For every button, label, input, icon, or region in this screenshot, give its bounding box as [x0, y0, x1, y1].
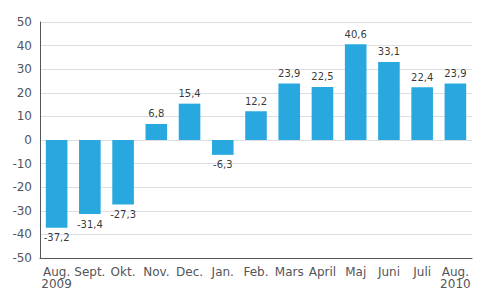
svg-text:Nov.: Nov. — [143, 265, 169, 279]
svg-text:Sept.: Sept. — [74, 265, 105, 279]
svg-text:50: 50 — [17, 15, 32, 29]
svg-text:Maj: Maj — [345, 265, 366, 279]
svg-text:-30: -30 — [12, 204, 32, 218]
svg-text:30: 30 — [17, 62, 32, 76]
svg-text:20: 20 — [17, 86, 32, 100]
svg-text:22,5: 22,5 — [311, 71, 333, 82]
svg-text:Juli: Juli — [412, 265, 431, 279]
svg-text:-40: -40 — [12, 227, 32, 241]
svg-text:-31,4: -31,4 — [77, 219, 103, 230]
svg-text:Feb.: Feb. — [243, 265, 268, 279]
svg-text:0: 0 — [24, 133, 32, 147]
svg-text:-27,3: -27,3 — [110, 209, 136, 220]
svg-text:Jan.: Jan. — [211, 265, 234, 279]
svg-text:Aug.: Aug. — [43, 265, 71, 279]
svg-text:-6,3: -6,3 — [213, 159, 233, 170]
svg-text:Okt.: Okt. — [111, 265, 136, 279]
svg-text:-20: -20 — [12, 180, 32, 194]
svg-text:40,6: 40,6 — [345, 29, 367, 40]
svg-text:Juni: Juni — [377, 265, 400, 279]
svg-text:-10: -10 — [12, 157, 32, 171]
svg-text:23,9: 23,9 — [444, 68, 466, 79]
svg-text:2010: 2010 — [440, 277, 471, 291]
svg-text:12,2: 12,2 — [245, 96, 267, 107]
svg-text:Dec.: Dec. — [176, 265, 203, 279]
svg-text:10: 10 — [17, 109, 32, 123]
svg-text:23,9: 23,9 — [278, 68, 300, 79]
svg-text:22,4: 22,4 — [411, 72, 433, 83]
svg-text:-37,2: -37,2 — [44, 232, 70, 243]
svg-text:Mars: Mars — [275, 265, 304, 279]
svg-text:Aug.: Aug. — [441, 265, 469, 279]
svg-text:2009: 2009 — [41, 277, 72, 291]
svg-text:33,1: 33,1 — [378, 46, 400, 57]
svg-text:April: April — [309, 265, 336, 279]
svg-text:6,8: 6,8 — [148, 108, 164, 119]
svg-text:-50: -50 — [12, 251, 32, 265]
svg-text:40: 40 — [17, 39, 32, 53]
svg-text:15,4: 15,4 — [178, 88, 200, 99]
